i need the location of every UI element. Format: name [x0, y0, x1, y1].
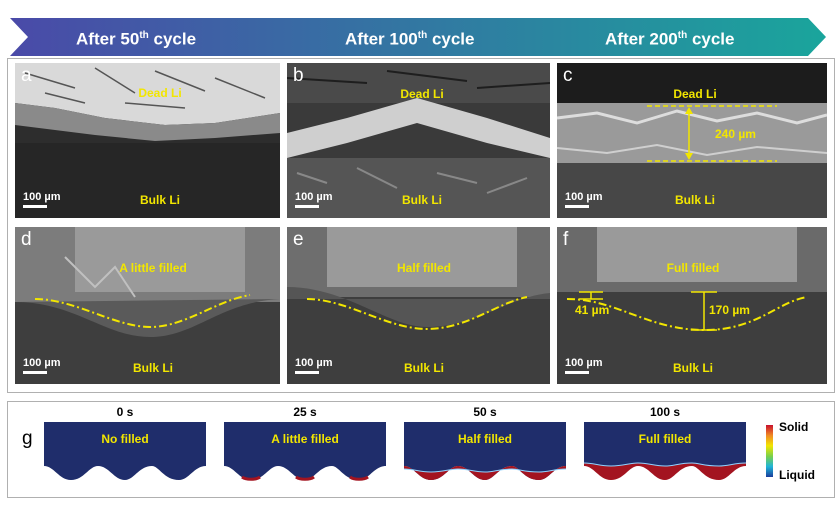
- bulk-li-label-a: Bulk Li: [139, 193, 181, 207]
- panel-label-c: c: [563, 65, 573, 86]
- thickness-label-c: 240 µm: [715, 127, 756, 141]
- bulk-li-label-c: Bulk Li: [674, 193, 716, 207]
- sim-frame-3: [584, 422, 746, 480]
- fill-state-label-e: Half filled: [396, 261, 452, 275]
- sim-frame-2: [404, 422, 566, 480]
- cycle-banner-arrow: [10, 18, 826, 56]
- sim-state-1: A little filled: [271, 432, 339, 446]
- scale-bar-c: 100 µm: [565, 191, 603, 208]
- banner-step-100: After 100th cycle: [345, 29, 475, 49]
- scale-bar-d: 100 µm: [23, 357, 61, 374]
- panel-label-f: f: [563, 229, 569, 250]
- sim-time-0: 0 s: [116, 405, 134, 419]
- sem-panel-c: c Dead Li 240 µm Bulk Li 100 µm: [557, 63, 827, 218]
- sim-time-2: 50 s: [473, 405, 497, 419]
- fill-state-label-f: Full filled: [666, 261, 720, 275]
- sem-panel-b: b Dead Li Bulk Li 100 µm: [287, 63, 550, 218]
- sem-panel-e: e Half filled Bulk Li 100 µm: [287, 227, 550, 384]
- sim-frame-0: [44, 422, 206, 480]
- panel-label-b: b: [293, 65, 304, 86]
- panel-label-e: e: [293, 229, 304, 250]
- panel-label-a: a: [21, 65, 32, 86]
- dead-li-label-c: Dead Li: [673, 87, 717, 101]
- banner-step-50: After 50th cycle: [76, 29, 197, 49]
- bulk-li-label-d: Bulk Li: [132, 361, 174, 375]
- dead-li-label-a: Dead Li: [138, 86, 182, 100]
- sim-state-2: Half filled: [457, 432, 512, 446]
- colorbar-bottom-label: Liquid: [779, 468, 815, 482]
- sem-panel-d: d A little filled Bulk Li 100 µm: [15, 227, 280, 384]
- panel-label-d: d: [21, 229, 32, 250]
- bulk-li-label-f: Bulk Li: [672, 361, 714, 375]
- sim-time-1: 25 s: [293, 405, 317, 419]
- sim-state-3: Full filled: [638, 432, 692, 446]
- bulk-li-label-b: Bulk Li: [401, 193, 443, 207]
- sim-frame-1: [224, 422, 386, 481]
- measure-right-label-f: 170 µm: [709, 303, 750, 317]
- panel-label-g: g: [22, 428, 33, 449]
- sim-state-0: No filled: [101, 432, 149, 446]
- phase-colorbar: [766, 425, 773, 477]
- scale-bar-e: 100 µm: [295, 357, 333, 374]
- bulk-li-label-e: Bulk Li: [403, 361, 445, 375]
- dead-li-label-b: Dead Li: [400, 87, 444, 101]
- scale-bar-f: 100 µm: [565, 357, 603, 374]
- sem-panel-f: f Full filled 41 µm 170 µm Bulk Li 100 µ…: [557, 227, 827, 384]
- sem-panel-a: a Dead Li Bulk Li 100 µm: [15, 63, 280, 218]
- scale-bar-a: 100 µm: [23, 191, 61, 208]
- fill-state-label-d: A little filled: [119, 261, 187, 275]
- colorbar-top-label: Solid: [779, 420, 809, 434]
- sim-time-3: 100 s: [649, 405, 681, 419]
- scale-bar-b: 100 µm: [295, 191, 333, 208]
- measure-left-label-f: 41 µm: [575, 303, 610, 317]
- banner-step-200: After 200th cycle: [605, 29, 735, 49]
